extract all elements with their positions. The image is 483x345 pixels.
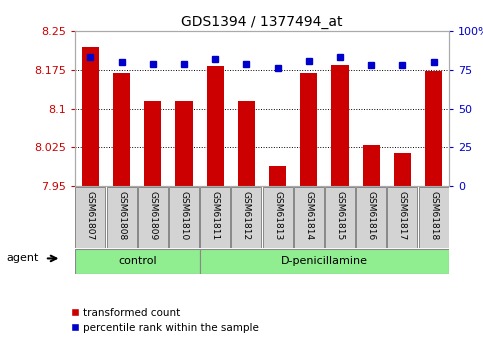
Bar <box>175 101 193 186</box>
Text: control: control <box>118 256 156 266</box>
Bar <box>425 71 442 186</box>
Text: GSM61814: GSM61814 <box>304 191 313 240</box>
FancyBboxPatch shape <box>387 187 417 248</box>
Text: GSM61817: GSM61817 <box>398 191 407 240</box>
FancyBboxPatch shape <box>356 187 386 248</box>
Text: GSM61815: GSM61815 <box>336 191 344 240</box>
Bar <box>300 73 317 186</box>
FancyBboxPatch shape <box>294 187 324 248</box>
Text: GSM61818: GSM61818 <box>429 191 438 240</box>
Text: GSM61810: GSM61810 <box>180 191 188 240</box>
Legend: transformed count, percentile rank within the sample: transformed count, percentile rank withi… <box>71 308 259 333</box>
Text: D-penicillamine: D-penicillamine <box>281 256 368 266</box>
Bar <box>269 166 286 186</box>
FancyBboxPatch shape <box>107 187 137 248</box>
FancyBboxPatch shape <box>75 187 105 248</box>
Text: GSM61812: GSM61812 <box>242 191 251 240</box>
FancyBboxPatch shape <box>419 187 449 248</box>
Text: GSM61809: GSM61809 <box>148 191 157 240</box>
Bar <box>331 65 349 186</box>
Bar <box>207 66 224 186</box>
FancyBboxPatch shape <box>263 187 293 248</box>
Title: GDS1394 / 1377494_at: GDS1394 / 1377494_at <box>181 14 343 29</box>
Text: GSM61808: GSM61808 <box>117 191 126 240</box>
Bar <box>238 101 255 186</box>
Text: GSM61813: GSM61813 <box>273 191 282 240</box>
FancyBboxPatch shape <box>199 249 449 274</box>
FancyBboxPatch shape <box>231 187 261 248</box>
Text: GSM61807: GSM61807 <box>86 191 95 240</box>
FancyBboxPatch shape <box>138 187 168 248</box>
Bar <box>113 73 130 186</box>
FancyBboxPatch shape <box>325 187 355 248</box>
Text: GSM61816: GSM61816 <box>367 191 376 240</box>
Text: GSM61811: GSM61811 <box>211 191 220 240</box>
Bar <box>394 152 411 186</box>
FancyBboxPatch shape <box>75 249 199 274</box>
Bar <box>82 47 99 186</box>
Bar <box>144 101 161 186</box>
Bar <box>363 145 380 186</box>
Text: agent: agent <box>6 254 38 264</box>
FancyBboxPatch shape <box>200 187 230 248</box>
FancyBboxPatch shape <box>169 187 199 248</box>
